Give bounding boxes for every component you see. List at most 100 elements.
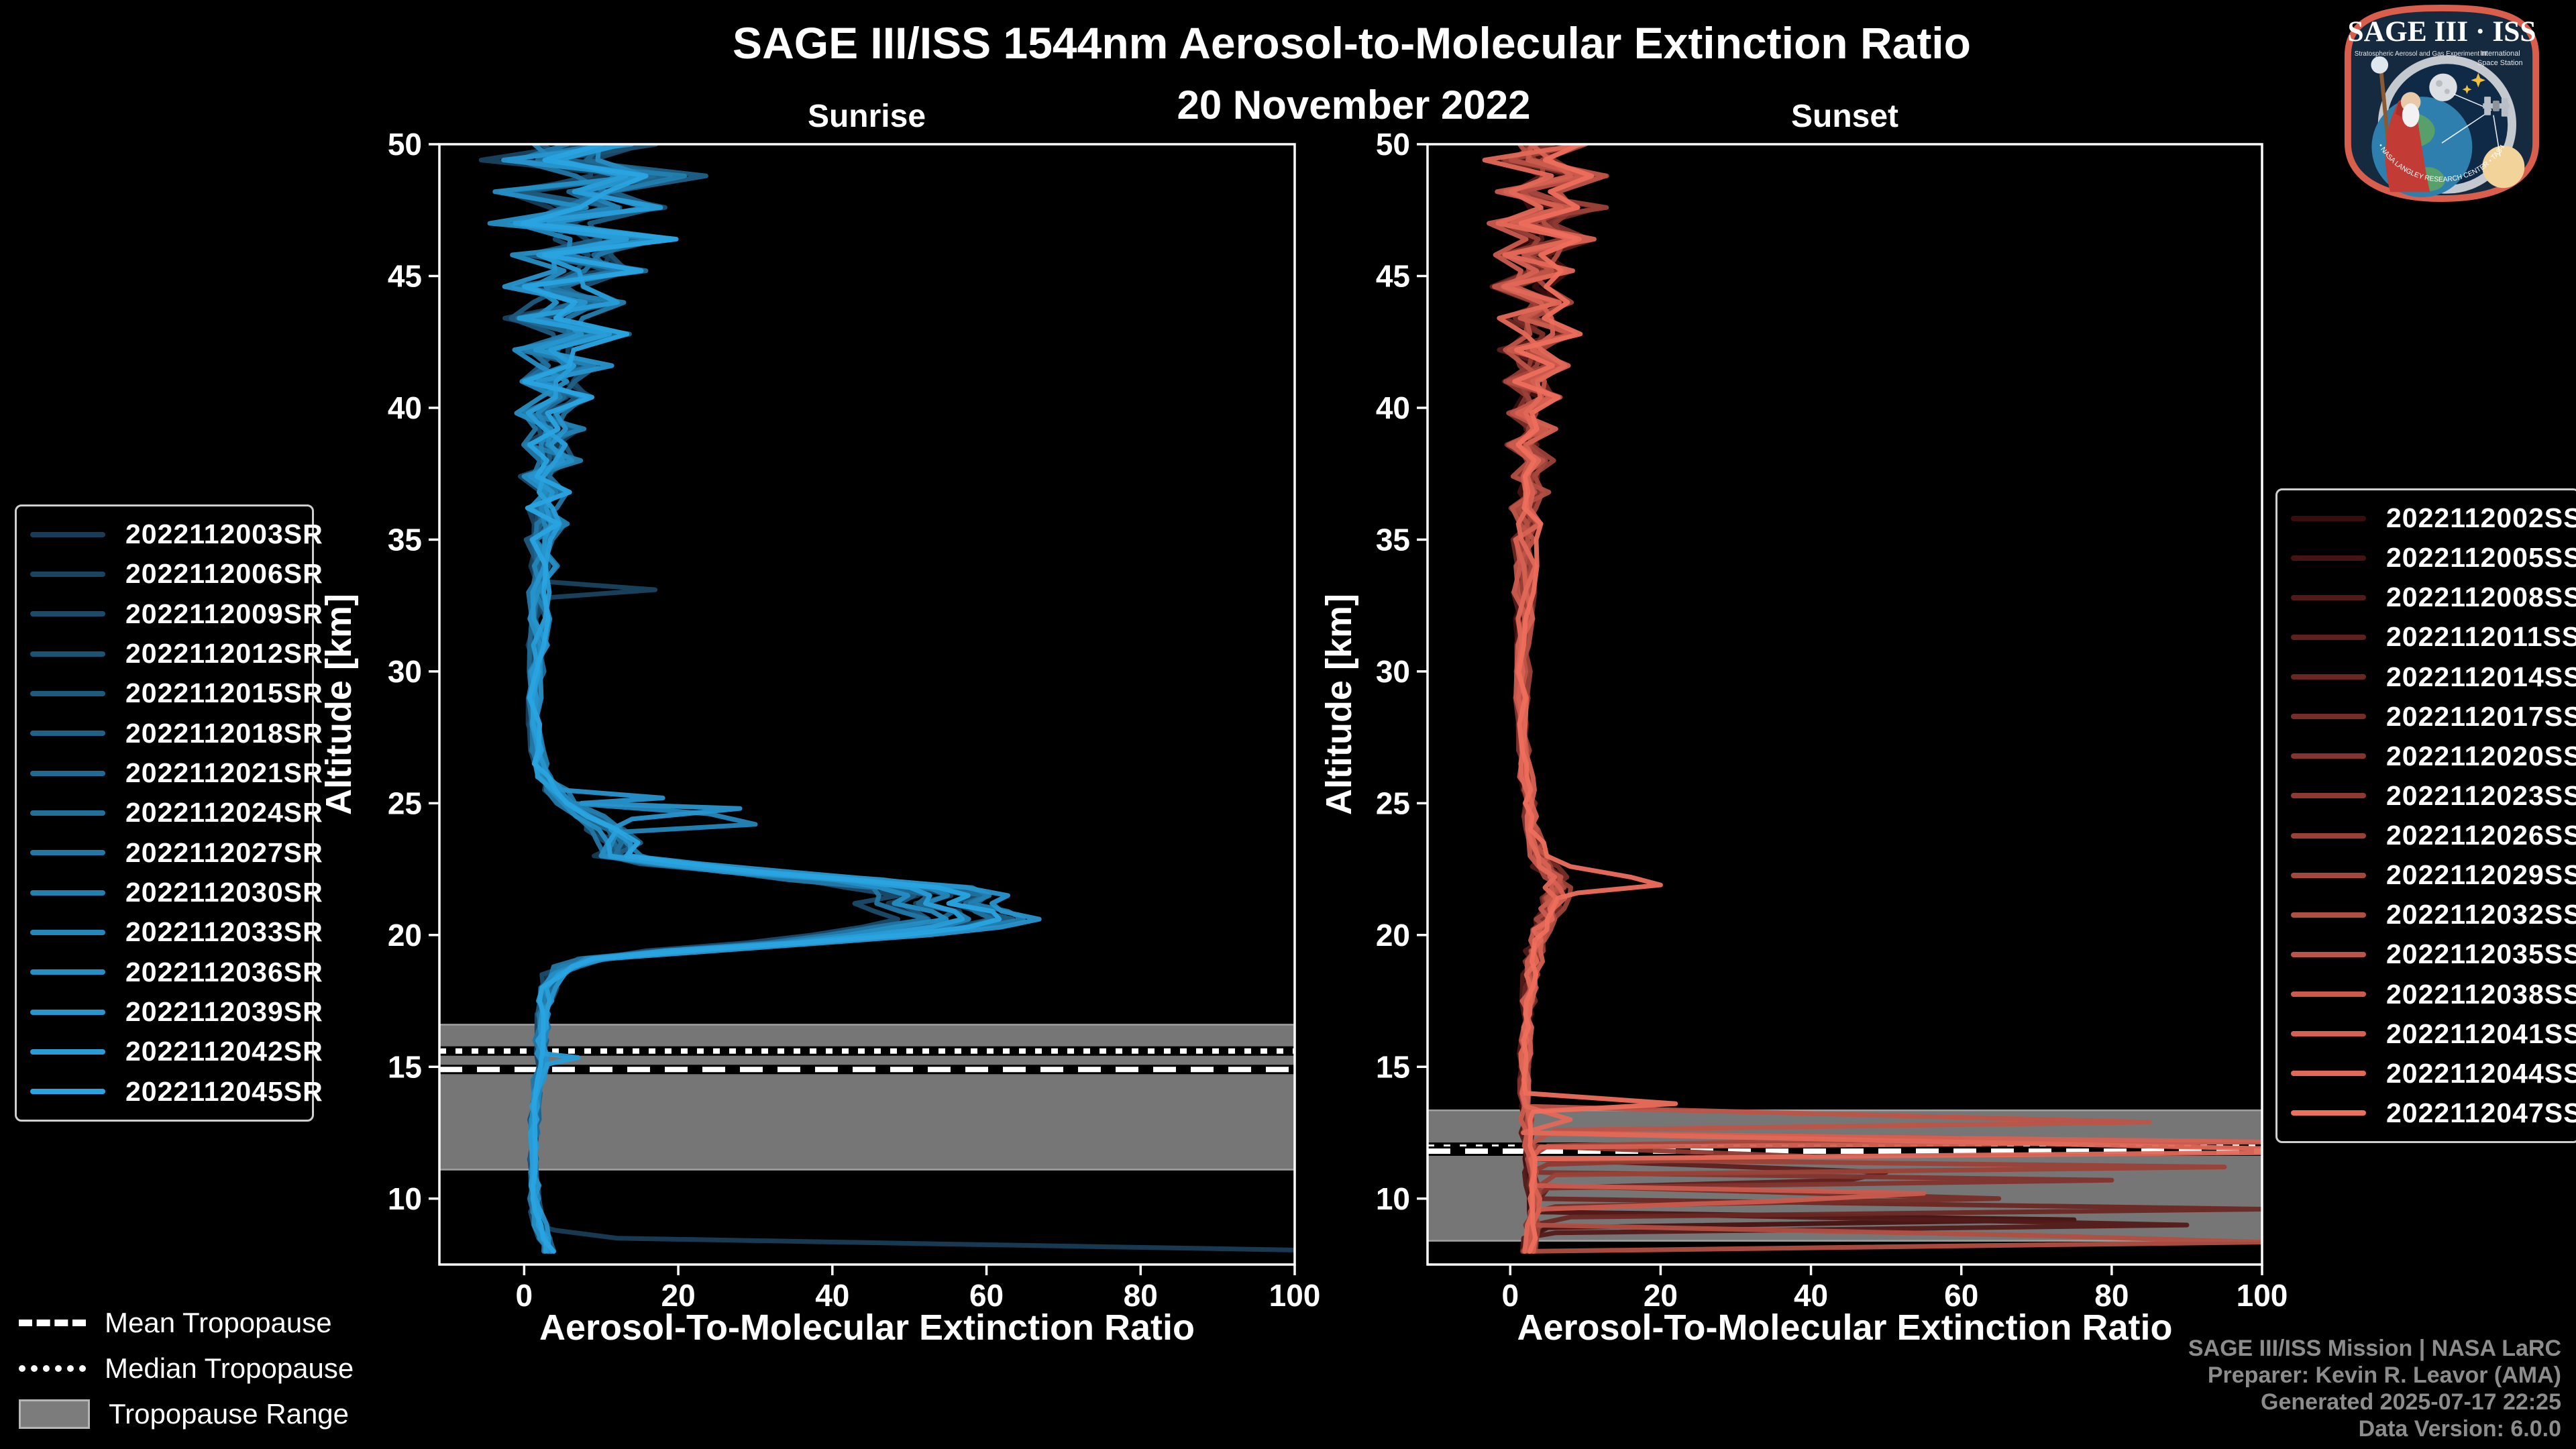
series-label: 2022112002SS bbox=[2386, 502, 2576, 534]
mission-credit: SAGE III/ISS Mission | NASA LaRC bbox=[2188, 1336, 2561, 1361]
series-color-swatch bbox=[2291, 594, 2366, 600]
x-tick-label: 20 bbox=[661, 1278, 695, 1313]
series-label: 2022112011SS bbox=[2386, 621, 2576, 653]
x-tick-label: 60 bbox=[969, 1278, 1004, 1313]
series-2022112008SS bbox=[1501, 144, 2190, 1254]
series-label: 2022112030SR bbox=[125, 877, 323, 908]
series-color-swatch bbox=[30, 969, 105, 975]
legend-label: Median Tropopause bbox=[105, 1352, 354, 1384]
star-icon bbox=[2462, 72, 2486, 95]
series-label: 2022112020SS bbox=[2386, 740, 2576, 771]
sunset-plot: 0 20 40 60 80 100 10 15 20 25 30 35 40 45 50 bbox=[1376, 127, 2288, 1313]
series-label: 2022112033SR bbox=[125, 916, 323, 948]
series-label: 2022112027SR bbox=[125, 837, 323, 868]
series-label: 2022112009SR bbox=[125, 598, 323, 629]
series-label: 2022112047SS bbox=[2386, 1097, 2576, 1128]
moon-crater bbox=[2436, 80, 2443, 87]
panel-title-sunset: Sunset bbox=[1790, 99, 1899, 134]
legend-item: 2022112021SR bbox=[30, 754, 323, 793]
y-tick-label: 20 bbox=[1376, 918, 1410, 953]
legend-label: Mean Tropopause bbox=[105, 1307, 332, 1338]
legend-label: Tropopause Range bbox=[109, 1398, 350, 1430]
figure-title: SAGE III/ISS 1544nm Aerosol-to-Molecular… bbox=[733, 18, 1971, 68]
series-color-swatch bbox=[30, 1009, 105, 1015]
series-color-swatch bbox=[2291, 674, 2366, 680]
series-label: 2022112017SS bbox=[2386, 700, 2576, 732]
figure-date: 20 November 2022 bbox=[1177, 83, 1531, 127]
y-tick-label: 40 bbox=[388, 390, 422, 425]
series-label: 2022112018SR bbox=[125, 717, 323, 749]
legend-item: 2022112042SR bbox=[30, 1032, 323, 1071]
series-color-swatch bbox=[2291, 872, 2366, 878]
series-color-swatch bbox=[2291, 912, 2366, 918]
x-tick-label: 60 bbox=[1944, 1278, 1978, 1313]
legend-item: 2022112038SS bbox=[2291, 975, 2576, 1014]
y-tick-label: 20 bbox=[388, 918, 422, 953]
legend-item: 2022112032SS bbox=[2291, 896, 2576, 934]
sage-iii-iss-mission-patch: SAGE III · ISS Stratospheric Aerosol and… bbox=[2343, 4, 2540, 203]
series-2022112045SR bbox=[521, 144, 1002, 1254]
series-color-swatch bbox=[30, 1049, 105, 1055]
panel-title-sunrise: Sunrise bbox=[807, 99, 926, 134]
y-tick-label: 30 bbox=[1376, 654, 1410, 689]
y-tick-label: 40 bbox=[1376, 390, 1410, 425]
series-color-swatch bbox=[30, 731, 105, 737]
series-label: 2022112035SS bbox=[2386, 938, 2576, 970]
series-label: 2022112021SR bbox=[125, 757, 323, 789]
axes-frame bbox=[1426, 143, 2263, 1266]
legend-sunrise: 2022112003SR 2022112006SR 2022112009SR 2022… bbox=[15, 504, 323, 1122]
series-color-swatch bbox=[30, 531, 105, 537]
patch-program-name: Stratospheric Aerosol and Gas Experiment… bbox=[2355, 50, 2487, 58]
series-color-swatch bbox=[2291, 753, 2366, 759]
legend-item: 2022112008SS bbox=[2291, 578, 2576, 617]
series-color-swatch bbox=[30, 850, 105, 856]
legend-item: 2022112041SS bbox=[2291, 1014, 2576, 1053]
series-label: 2022112024SR bbox=[125, 797, 323, 828]
y-tick-label: 35 bbox=[1376, 522, 1410, 557]
legend-item: 2022112018SR bbox=[30, 714, 323, 753]
legend-item-mean-tropopause: Mean Tropopause bbox=[19, 1305, 354, 1340]
legend-item: 2022112039SR bbox=[30, 993, 323, 1032]
legend-item: 2022112026SS bbox=[2291, 816, 2576, 855]
y-tick-label: 30 bbox=[388, 654, 422, 689]
series-color-swatch bbox=[30, 690, 105, 696]
patch-station-line2: Space Station bbox=[2477, 59, 2523, 67]
legend-item: 2022112044SS bbox=[2291, 1054, 2576, 1093]
legend-item: 2022112036SR bbox=[30, 953, 323, 991]
legend-item: 2022112047SS bbox=[2291, 1093, 2576, 1132]
series-label: 2022112012SR bbox=[125, 638, 323, 669]
axes-frame bbox=[438, 143, 1296, 1266]
tropopause-legend: Mean Tropopause Median Tropopause Tropop… bbox=[19, 1305, 354, 1432]
legend-item: 2022112035SS bbox=[2291, 935, 2576, 974]
gray-patch-swatch bbox=[19, 1399, 90, 1429]
legend-item: 2022112033SR bbox=[30, 913, 323, 952]
y-tick-label: 45 bbox=[1376, 258, 1410, 293]
series-color-swatch bbox=[2291, 833, 2366, 839]
credits-footer: SAGE III/ISS Mission | NASA LaRC Prepare… bbox=[2188, 1335, 2561, 1442]
series-label: 2022112039SR bbox=[125, 996, 323, 1028]
sunrise-plot: 0 20 40 60 80 100 10 15 20 25 30 35 40 45 50 bbox=[388, 127, 1321, 1313]
series-color-swatch bbox=[2291, 714, 2366, 720]
y-tick-label: 25 bbox=[1376, 786, 1410, 820]
series-label: 2022112026SS bbox=[2386, 820, 2576, 851]
legend-item: 2022112009SR bbox=[30, 594, 323, 633]
moon-crater bbox=[2444, 89, 2450, 95]
y-tick-label: 25 bbox=[388, 786, 422, 820]
series-label: 2022112015SR bbox=[125, 678, 323, 709]
series-color-swatch bbox=[30, 890, 105, 896]
data-version: Data Version: 6.0.0 bbox=[2358, 1416, 2561, 1442]
series-label: 2022112023SS bbox=[2386, 780, 2576, 811]
x-tick-label: 80 bbox=[2094, 1278, 2129, 1313]
legend-item-tropopause-range: Tropopause Range bbox=[19, 1397, 354, 1432]
x-tick-label: 40 bbox=[815, 1278, 849, 1313]
legend-item: 2022112017SS bbox=[2291, 697, 2576, 736]
series-color-swatch bbox=[2291, 1071, 2366, 1077]
x-tick-label: 40 bbox=[1794, 1278, 1828, 1313]
series-2022112020SS bbox=[1492, 144, 2114, 1254]
x-tick-label: 100 bbox=[1269, 1278, 1321, 1313]
legend-item: 2022112002SS bbox=[2291, 499, 2576, 538]
series-color-swatch bbox=[30, 810, 105, 816]
y-axis-label-sunset: Altitude [km] bbox=[1319, 594, 1359, 815]
